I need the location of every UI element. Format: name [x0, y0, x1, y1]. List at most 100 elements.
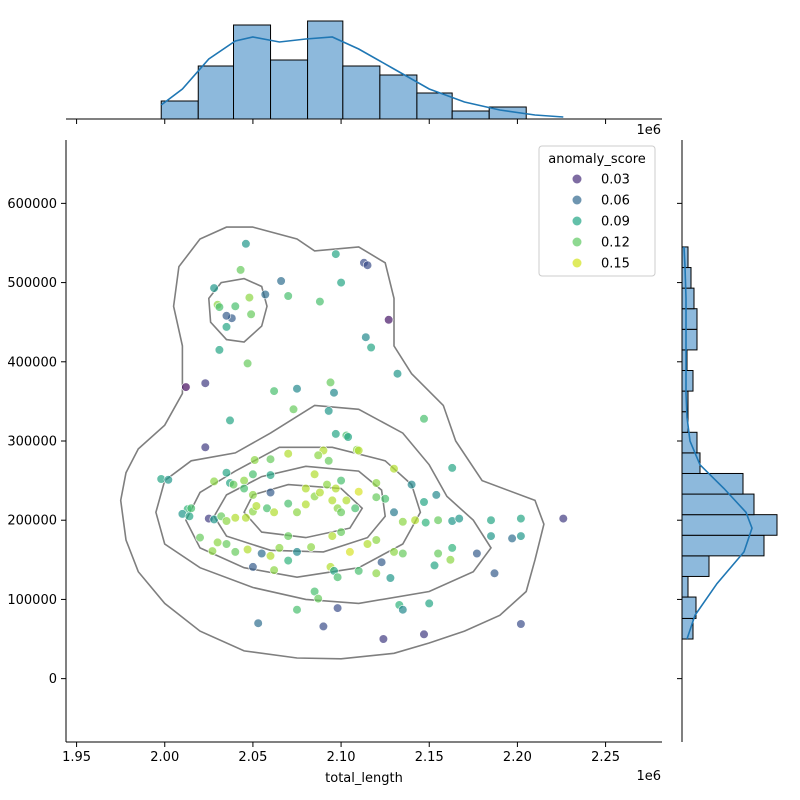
scatter-point — [262, 503, 272, 513]
x-offset-label-main: 1e6 — [636, 769, 661, 784]
kde-contour-0 — [119, 226, 545, 660]
scatter-points — [156, 239, 568, 644]
scatter-point — [283, 291, 293, 301]
scatter-point — [269, 565, 279, 575]
scatter-point — [288, 404, 299, 414]
scatter-point — [472, 548, 482, 559]
scatter-point — [354, 445, 364, 456]
scatter-point — [421, 517, 431, 528]
scatter-point — [184, 511, 194, 521]
scatter-point — [322, 480, 332, 490]
scatter-point — [419, 629, 429, 639]
scatter-point — [389, 507, 399, 517]
legend-frame — [538, 145, 656, 277]
scatter-point — [239, 476, 249, 486]
scatter-point — [343, 432, 353, 442]
scatter-point — [486, 515, 496, 525]
legend: anomaly_score 0.03 0.06 0.09 0.12 0.15 — [538, 145, 656, 277]
x-tick-label: 2.25 — [591, 750, 620, 765]
y-histogram-bar — [681, 370, 694, 392]
y-histogram-kde-line — [683, 246, 753, 640]
x-axis-label: total_length — [325, 771, 403, 786]
scatter-point — [283, 555, 293, 566]
scatter-point — [209, 476, 219, 487]
top-x-ticks — [76, 119, 607, 124]
top-marginal-histogram: 1e6 — [66, 20, 662, 138]
scatter-point — [230, 547, 240, 557]
y-tick-label: 500000 — [7, 276, 57, 291]
x-histogram-bar — [342, 65, 381, 120]
scatter-point — [221, 516, 232, 526]
scatter-point — [331, 483, 341, 494]
scatter-point — [516, 619, 526, 629]
scatter-point — [241, 513, 251, 523]
scatter-point — [250, 455, 260, 465]
x-tick-label: 2.15 — [415, 750, 444, 765]
scatter-point — [447, 463, 457, 473]
scatter-point — [516, 531, 526, 541]
scatter-point — [331, 429, 341, 439]
scatter-point — [260, 289, 270, 300]
scatter-point — [225, 415, 235, 426]
scatter-point — [313, 593, 323, 604]
scatter-point — [246, 309, 256, 319]
x-histogram-bar — [160, 100, 199, 120]
y-tick-label: 0 — [49, 672, 57, 687]
scatter-point — [195, 532, 205, 543]
y-histogram-bar — [681, 308, 698, 330]
legend-marker — [572, 195, 582, 205]
x-tick-label: 2.10 — [327, 750, 356, 765]
y-tick-label: 100000 — [7, 593, 57, 608]
scatter-point — [398, 517, 408, 527]
x-offset-label-top: 1e6 — [636, 123, 661, 138]
scatter-point — [486, 531, 496, 541]
legend-label: 0.12 — [601, 236, 630, 251]
scatter-point — [385, 573, 396, 583]
scatter-point — [341, 495, 352, 506]
scatter-point — [244, 293, 254, 303]
scatter-point — [248, 469, 258, 479]
scatter-point — [221, 468, 232, 478]
scatter-point — [433, 515, 443, 525]
scatter-point — [371, 535, 381, 545]
scatter-point — [200, 442, 210, 452]
scatter-point — [315, 297, 325, 307]
scatter-point — [431, 490, 441, 500]
scatter-point — [163, 475, 173, 485]
scatter-point — [489, 568, 500, 578]
scatter-point — [445, 555, 456, 565]
scatter-point — [407, 480, 417, 490]
x-tick-label: 1.95 — [62, 750, 91, 765]
scatter-point — [324, 406, 334, 416]
scatter-point — [221, 311, 232, 321]
scatter-point — [361, 332, 371, 342]
scatter-point — [371, 478, 381, 488]
x-histogram-bar — [270, 59, 309, 120]
scatter-point — [398, 605, 408, 615]
scatter-point — [327, 495, 337, 506]
scatter-point — [371, 492, 381, 502]
x-tick-label: 2.20 — [503, 750, 532, 765]
scatter-point — [315, 487, 325, 498]
legend-label: 0.09 — [601, 215, 630, 230]
x-histogram-bar — [451, 110, 490, 120]
scatter-point — [398, 548, 408, 559]
scatter-point — [558, 513, 568, 524]
x-ticks: 1.95 2.00 2.05 2.10 2.15 2.20 2.25 — [62, 742, 620, 765]
scatter-point — [292, 547, 302, 557]
y-histogram-bar — [681, 452, 701, 474]
scatter-point — [181, 382, 191, 392]
scatter-point — [377, 557, 387, 567]
scatter-point — [221, 539, 232, 549]
y-tick-label: 300000 — [7, 435, 57, 450]
scatter-point — [310, 469, 320, 479]
x-histogram-bar — [379, 74, 418, 120]
right-y-ticks — [677, 202, 682, 680]
scatter-point — [274, 543, 285, 553]
scatter-point — [327, 531, 337, 541]
x-histogram-bar — [197, 65, 235, 120]
scatter-point — [276, 276, 286, 286]
y-histogram-bar — [681, 534, 765, 557]
scatter-point — [350, 503, 360, 513]
scatter-point — [214, 302, 224, 312]
